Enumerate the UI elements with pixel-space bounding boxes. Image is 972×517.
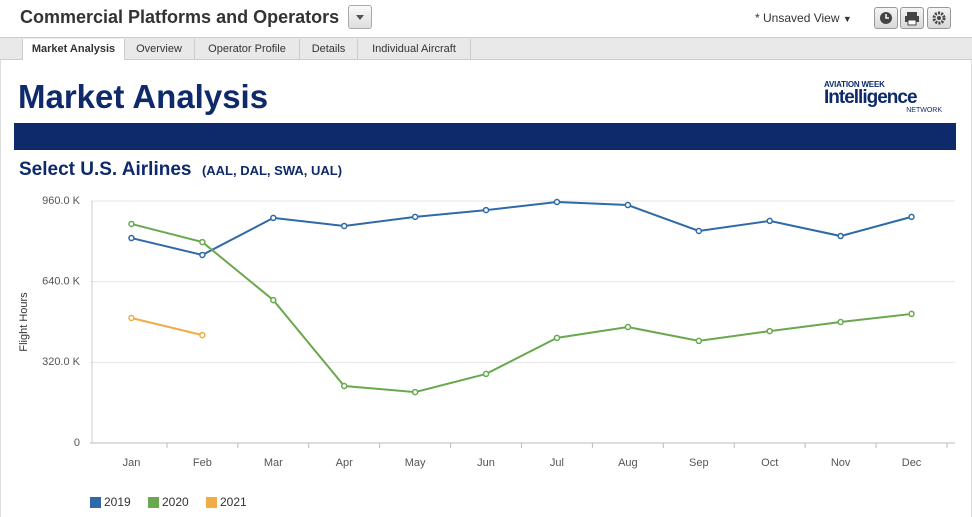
x-tick-label: Jul xyxy=(550,457,564,469)
legend-swatch[interactable] xyxy=(148,497,159,508)
title-dropdown[interactable] xyxy=(348,5,372,29)
view-label: * Unsaved View xyxy=(755,11,840,25)
data-point xyxy=(766,217,773,225)
data-point xyxy=(199,238,206,246)
data-point xyxy=(270,214,277,222)
series-line xyxy=(131,201,912,257)
y-tick-label: 0 xyxy=(74,437,80,449)
x-tick-label: Dec xyxy=(902,457,922,469)
data-point xyxy=(695,337,703,345)
data-point xyxy=(553,198,561,206)
legend-label: 2020 xyxy=(162,495,189,509)
chart-title-text: Select U.S. Airlines xyxy=(19,159,192,180)
data-point xyxy=(411,213,419,221)
y-axis-label: Flight Hours xyxy=(18,292,30,352)
data-point xyxy=(766,327,773,335)
page-title: Market Analysis xyxy=(18,78,269,115)
legend-swatch[interactable] xyxy=(206,497,217,508)
x-tick-label: Oct xyxy=(761,457,778,469)
data-point xyxy=(482,370,490,378)
y-tick-label: 320.0 K xyxy=(42,356,81,368)
data-point xyxy=(199,331,206,339)
data-point xyxy=(482,206,490,214)
chart-subtitle: (AAL, DAL, SWA, UAL) xyxy=(201,163,343,178)
x-tick-label: Jan xyxy=(123,457,141,469)
data-point xyxy=(270,296,277,304)
logo-top: AVIATION WEEK xyxy=(824,80,885,89)
data-point xyxy=(624,201,632,209)
data-point xyxy=(128,314,135,322)
tab[interactable]: Operator Profile xyxy=(195,39,300,60)
data-point xyxy=(199,251,206,259)
x-tick-label: Aug xyxy=(618,457,638,469)
x-tick-label: Jun xyxy=(477,457,495,469)
series-line xyxy=(131,222,912,394)
data-point xyxy=(128,220,135,228)
data-point xyxy=(411,388,419,396)
legend-label: 2021 xyxy=(220,495,247,509)
logo-bottom: NETWORK xyxy=(906,107,942,114)
data-point xyxy=(340,222,348,230)
print-button[interactable] xyxy=(900,7,924,29)
data-point xyxy=(624,323,632,331)
legend-swatch[interactable] xyxy=(90,497,101,508)
data-point xyxy=(837,318,844,326)
x-tick-label: May xyxy=(405,457,426,469)
history-button[interactable] xyxy=(874,7,898,29)
dropdown-arrow xyxy=(356,15,364,20)
logo-main: Intelligence xyxy=(824,87,918,108)
y-tick-label: 960.0 K xyxy=(42,195,81,207)
banner-bar xyxy=(14,123,956,150)
tab[interactable]: Details xyxy=(300,39,358,60)
data-point xyxy=(340,382,348,390)
data-point xyxy=(695,227,703,235)
x-tick-label: Nov xyxy=(831,457,851,469)
data-point xyxy=(908,310,915,318)
x-tick-label: Feb xyxy=(193,457,212,469)
tab[interactable]: Market Analysis xyxy=(22,39,125,60)
tab-bar xyxy=(0,37,972,60)
x-tick-label: Sep xyxy=(689,457,709,469)
logo: AVIATION WEEK Intelligence NETWORK xyxy=(824,80,954,114)
data-point xyxy=(837,232,844,240)
data-point xyxy=(553,334,561,342)
data-point xyxy=(128,234,135,242)
app-title: Commercial Platforms and Operators xyxy=(20,7,340,27)
x-tick-label: Mar xyxy=(264,457,283,469)
view-selector[interactable]: * Unsaved View ▼ xyxy=(755,11,852,25)
legend-label: 2019 xyxy=(104,495,131,509)
series-line xyxy=(131,316,203,337)
tab[interactable]: Individual Aircraft xyxy=(358,39,471,60)
data-point xyxy=(908,213,915,221)
chart-title: Select U.S. Airlines (AAL, DAL, SWA, UAL… xyxy=(19,159,342,181)
x-tick-label: Apr xyxy=(336,457,353,469)
y-tick-label: 640.0 K xyxy=(42,276,81,288)
tab[interactable]: Overview xyxy=(124,39,195,60)
settings-button[interactable] xyxy=(927,7,951,29)
